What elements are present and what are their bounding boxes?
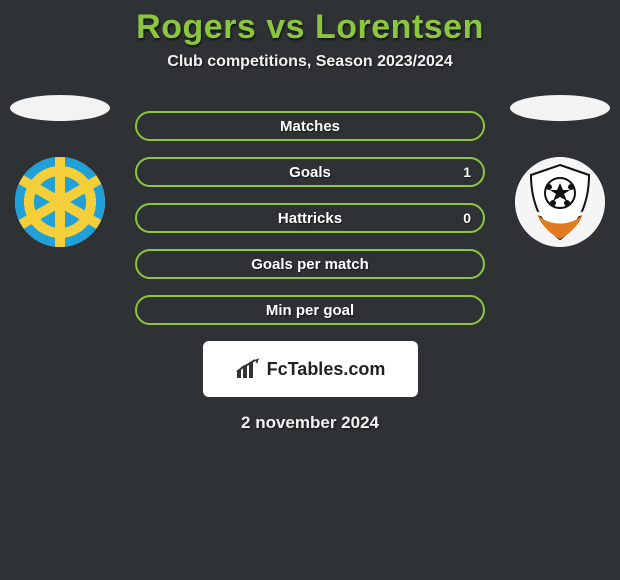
- player-right-column: [510, 95, 610, 247]
- player-left-avatar-placeholder: [10, 95, 110, 121]
- stat-label: Min per goal: [266, 302, 354, 319]
- stat-row-hattricks: Hattricks 0: [135, 203, 485, 233]
- player-right-avatar-placeholder: [510, 95, 610, 121]
- stat-value-right: 1: [463, 164, 471, 180]
- brand-box: FcTables.com: [203, 341, 418, 397]
- stat-label: Goals: [289, 164, 331, 181]
- stat-row-matches: Matches: [135, 111, 485, 141]
- stats-list: Matches Goals 1 Hattricks 0: [135, 111, 485, 325]
- club-badge-right: [515, 157, 605, 247]
- page-title: Rogers vs Lorentsen: [0, 8, 620, 47]
- stat-row-min-per-goal: Min per goal: [135, 295, 485, 325]
- stat-label: Hattricks: [278, 210, 342, 227]
- player-left-column: [10, 95, 110, 247]
- date-label: 2 november 2024: [0, 413, 620, 433]
- subtitle: Club competitions, Season 2023/2024: [0, 53, 620, 71]
- brand-text: FcTables.com: [267, 359, 386, 380]
- stat-row-goals-per-match: Goals per match: [135, 249, 485, 279]
- stat-row-goals: Goals 1: [135, 157, 485, 187]
- club-badge-right-svg: [515, 157, 605, 247]
- stat-label: Matches: [280, 118, 340, 135]
- stat-value-right: 0: [463, 210, 471, 226]
- chart-icon: [235, 358, 261, 380]
- body-area: Matches Goals 1 Hattricks 0: [0, 111, 620, 433]
- comparison-card: Rogers vs Lorentsen Club competitions, S…: [0, 0, 620, 433]
- club-badge-left: [15, 157, 105, 247]
- stat-label: Goals per match: [251, 256, 369, 273]
